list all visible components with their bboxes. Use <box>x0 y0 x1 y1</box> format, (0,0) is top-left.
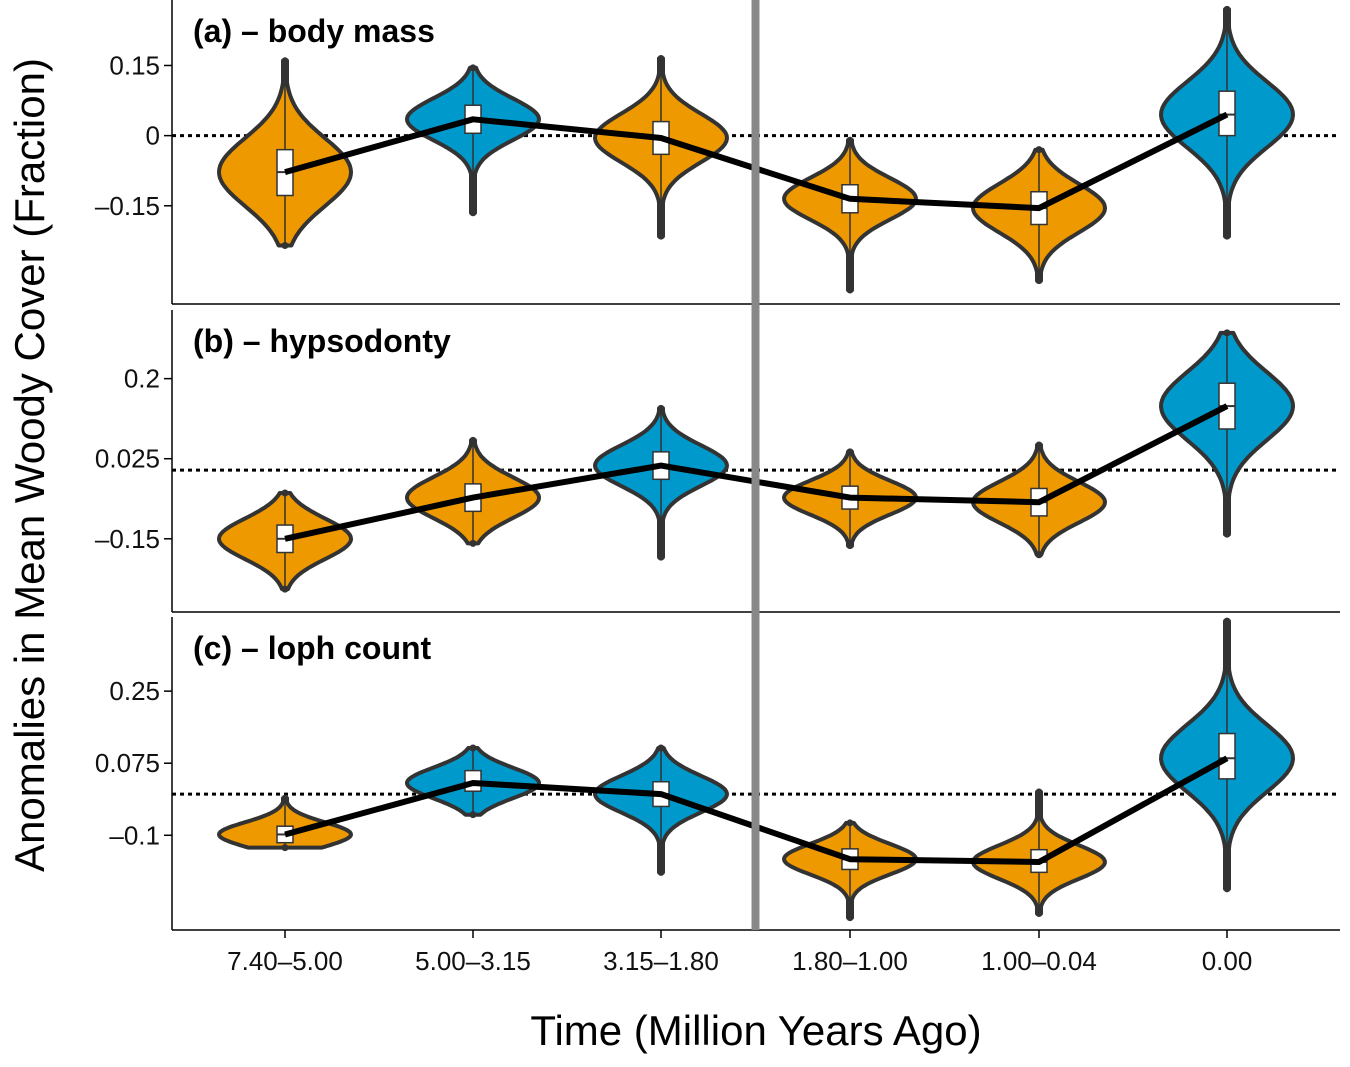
x-tick-label: 1.00–0.04 <box>981 946 1097 976</box>
x-tick-label: 3.15–1.80 <box>603 946 719 976</box>
y-tick-label: –0.1 <box>109 820 160 850</box>
x-axis: 7.40–5.00 5.00–3.15 3.15–1.80 1.80–1.00 1.00… <box>227 930 1252 976</box>
outlier-point <box>657 404 665 412</box>
outlier-point <box>1035 441 1043 449</box>
outlier-point <box>281 844 289 852</box>
outlier-point <box>469 64 477 72</box>
outlier-point <box>1223 5 1231 13</box>
outlier-point <box>1035 277 1043 285</box>
outlier-point <box>281 794 289 802</box>
panel-3: 0.25 0.075 –0.1 (c) – loph count <box>95 617 1340 931</box>
outlier-point <box>846 914 854 922</box>
x-axis-title: Time (Million Years Ago) <box>530 1007 981 1054</box>
outlier-point <box>657 54 665 62</box>
outlier-point <box>657 232 665 240</box>
outlier-point <box>657 744 665 752</box>
y-tick-label: 0.15 <box>109 50 160 80</box>
y-axis-title: Anomalies in Mean Woody Cover (Fraction) <box>6 58 53 872</box>
panel-2: 0.2 0.025 –0.15 (b) – hypsodonty <box>95 310 1340 613</box>
x-tick-label: 0.00 <box>1202 946 1253 976</box>
outlier-point <box>281 57 289 65</box>
outlier-point <box>846 136 854 144</box>
y-tick-label: 0.075 <box>95 748 160 778</box>
x-tick-label: 1.80–1.00 <box>792 946 908 976</box>
y-tick-label: –0.15 <box>95 524 160 554</box>
y-tick-label: 0.2 <box>124 364 160 394</box>
outlier-point <box>1223 885 1231 893</box>
outlier-point <box>1223 530 1231 538</box>
outlier-point <box>1223 617 1231 625</box>
outlier-point <box>469 744 477 752</box>
outlier-point <box>281 242 289 250</box>
outlier-point <box>846 448 854 456</box>
iqr-box <box>1218 90 1236 137</box>
panel-title: (c) – loph count <box>193 630 432 666</box>
outlier-point <box>469 436 477 444</box>
outlier-point <box>469 209 477 217</box>
y-tick-label: 0 <box>146 121 160 151</box>
x-tick-label: 7.40–5.00 <box>227 946 343 976</box>
iqr-box <box>1218 732 1236 780</box>
y-tick-label: 0.025 <box>95 444 160 474</box>
outlier-point <box>469 811 477 819</box>
outlier-point <box>281 585 289 593</box>
outlier-point <box>281 489 289 497</box>
outlier-point <box>846 286 854 294</box>
outlier-point <box>1035 788 1043 796</box>
panels-group: 0.15 0 –0.15 (a) – body mass 0.2 0.025 –0.15 (b… <box>95 0 1340 931</box>
outlier-point <box>1223 329 1231 337</box>
outlier-point <box>657 553 665 561</box>
outlier-point <box>1035 910 1043 918</box>
outlier-point <box>1223 232 1231 240</box>
outlier-point <box>469 539 477 547</box>
y-tick-label: –0.15 <box>95 191 160 221</box>
panel-title: (b) – hypsodonty <box>193 323 451 359</box>
panel-1: 0.15 0 –0.15 (a) – body mass <box>95 0 1340 305</box>
panel-title: (a) – body mass <box>193 13 435 49</box>
outlier-point <box>1035 146 1043 154</box>
x-tick-label: 5.00–3.15 <box>415 946 531 976</box>
outlier-point <box>846 819 854 827</box>
outlier-point <box>846 542 854 550</box>
y-tick-label: 0.25 <box>109 676 160 706</box>
outlier-point <box>657 868 665 876</box>
outlier-point <box>1035 551 1043 559</box>
